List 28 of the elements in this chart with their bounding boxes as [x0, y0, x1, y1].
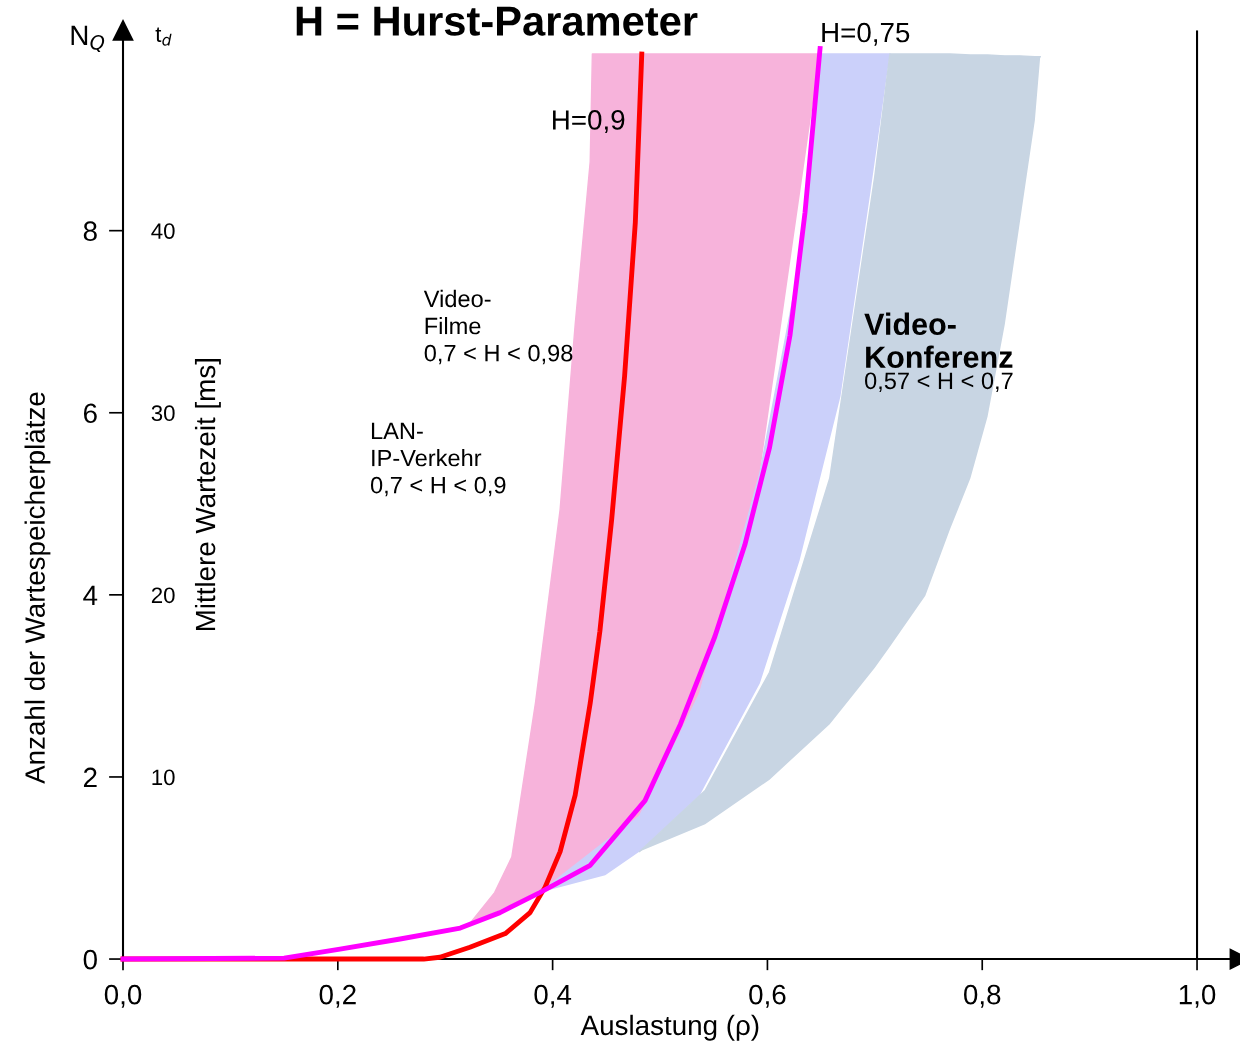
y2-tick-label: 30 [151, 405, 175, 422]
x-tick-label: 0,8 [964, 984, 1001, 1008]
y2-tick-label: 10 [152, 769, 175, 786]
x-tick-label: 0,4 [534, 984, 572, 1008]
y-axis-title: Anzahl der Wartespeicherplätze [24, 392, 51, 784]
y-tick-label: 4 [83, 585, 98, 605]
x-tick-label: 0,6 [749, 984, 786, 1008]
x-axis-title: Auslastung (ρ) [580, 1014, 759, 1041]
chart-title: H = Hurst-Parameter [296, 6, 698, 36]
x-tick-label: 0,0 [104, 984, 142, 1008]
y-tick-label: 2 [83, 767, 97, 788]
x-tick-label: 1,0 [1179, 984, 1216, 1008]
y2-tick-label: 20 [151, 587, 175, 604]
annotation: Video- Filme 0,7 < H < 0,98 [423, 289, 573, 365]
y-tick-label: 6 [83, 403, 97, 424]
y2-tick-label: 40 [151, 223, 175, 239]
y-tick-label: 0 [83, 949, 97, 970]
annotation: LAN- IP-Verkehr 0,7 < H < 0,9 [370, 422, 506, 497]
series-label: H=0,75 [822, 22, 910, 46]
annotation: Video- Konferenz [864, 312, 1013, 368]
x-tick-label: 0,2 [319, 984, 356, 1008]
line-series [120, 46, 823, 962]
y2-axis-title: Mittlere Wartezeit [ms] [194, 359, 221, 631]
y-tick-label: 8 [83, 221, 97, 242]
text: N$_{Q}$ [71, 25, 105, 52]
series-label: H=0,9 [553, 110, 625, 134]
annotation: t$_{d}$ [155, 27, 172, 46]
annotation: 0,57 < H < 0,7 [865, 372, 1013, 392]
